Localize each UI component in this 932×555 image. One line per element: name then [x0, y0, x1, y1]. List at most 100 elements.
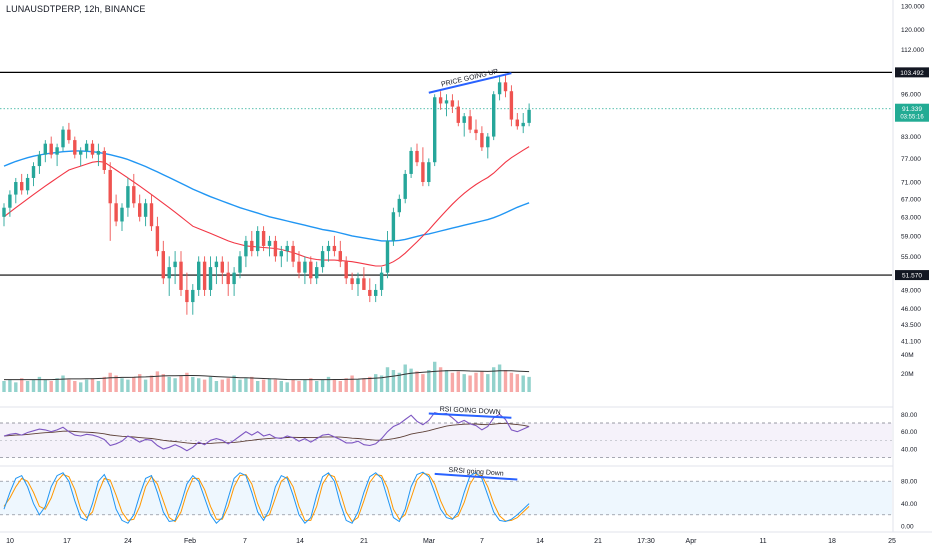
time-axis-tick: 17:30 [637, 538, 655, 545]
candle [368, 278, 372, 303]
time-axis-tick: 10 [6, 538, 14, 545]
candle [456, 100, 460, 127]
volume-bar [503, 370, 508, 392]
candle-body [320, 251, 325, 268]
candle [438, 91, 443, 110]
volume-bar [320, 379, 325, 392]
volume-axis-tick: 20M [901, 371, 914, 378]
volume-bar [486, 374, 490, 392]
candle [132, 173, 136, 208]
candle-body [409, 150, 413, 174]
candle [25, 173, 30, 195]
volume-bar [315, 381, 319, 392]
volume-bar [267, 378, 272, 392]
price-axis-tick: 71.000 [901, 180, 921, 187]
volume-bar [444, 370, 449, 392]
candle-body [2, 207, 6, 217]
candle [450, 94, 455, 114]
volume-bar [326, 376, 331, 392]
price-axis-tick: 96.000 [901, 92, 921, 99]
candle [468, 109, 472, 134]
volume-bar [179, 375, 183, 392]
stoch-d-line [3, 472, 530, 523]
candle-body [173, 261, 177, 268]
candle [273, 235, 278, 262]
price-axis-tick: 46.000 [901, 306, 921, 313]
candle [8, 190, 12, 217]
candle [179, 251, 183, 296]
price-level-badge [895, 270, 929, 281]
candle-body [49, 143, 53, 155]
volume-bar [191, 376, 195, 392]
candle [143, 198, 148, 227]
candle-body [208, 267, 213, 290]
time-axis-tick: 7 [480, 538, 484, 545]
candle-body [444, 100, 449, 104]
volume-axis-tick: 40M [901, 352, 914, 359]
candle [497, 76, 502, 101]
candle [55, 143, 59, 167]
stoch-k-line [3, 471, 530, 524]
candle-body [191, 289, 195, 303]
candle [486, 133, 490, 159]
candle-body [114, 203, 118, 222]
time-axis-tick: 24 [124, 538, 132, 545]
candle-body [527, 109, 531, 123]
volume-bar [397, 372, 401, 392]
candle-body [90, 143, 95, 155]
candle [291, 240, 295, 268]
candle-body [462, 116, 466, 123]
volume-bar [73, 381, 77, 392]
candle [37, 150, 42, 174]
candle-body [521, 122, 525, 127]
candle [403, 169, 407, 204]
volume-bar [161, 374, 165, 392]
rsi-ma-line [3, 422, 530, 445]
candle-body [285, 245, 289, 252]
last-price-badge [895, 103, 929, 122]
candle-body [480, 133, 484, 148]
candle-body [202, 261, 207, 290]
candle-body [309, 261, 313, 279]
candle-body [167, 267, 171, 279]
candle-body [8, 194, 12, 208]
candle-body [108, 169, 112, 204]
candle [444, 94, 449, 117]
candle-body [326, 245, 331, 252]
time-axis-tick: Apr [686, 538, 698, 545]
volume-bar [155, 371, 160, 392]
volume-bar [362, 378, 366, 392]
ma-long-line [3, 150, 530, 242]
candle [374, 284, 378, 303]
candle-body [179, 261, 183, 290]
price-level-label: 103.492 [900, 70, 924, 77]
volume-bar [25, 381, 30, 392]
volume-bar [197, 378, 201, 392]
time-axis-tick: 7 [243, 538, 247, 545]
price-axis-tick: 55.000 [901, 254, 921, 261]
candle-body [256, 231, 260, 252]
price-axis-tick: 83.000 [901, 134, 921, 141]
candle [515, 113, 519, 130]
volume-bar [202, 379, 207, 392]
candle [362, 267, 366, 290]
candle [220, 256, 224, 285]
candle [126, 177, 130, 217]
volume-bar [509, 372, 514, 392]
candle-body [403, 173, 407, 199]
candle [73, 136, 77, 159]
time-axis-tick: Feb [184, 538, 196, 545]
rsi-annotation-line [428, 412, 512, 419]
volume-bar [527, 376, 531, 392]
volume-bar [96, 381, 101, 392]
candle-body [220, 261, 224, 273]
rsi-axis-tick: 40.00 [901, 447, 918, 454]
candle-body [250, 240, 254, 252]
candle-body [391, 212, 396, 241]
volume-bar [84, 379, 89, 392]
candle [509, 85, 514, 127]
candle-body [433, 97, 437, 163]
candle [297, 251, 301, 279]
candle [462, 113, 466, 137]
